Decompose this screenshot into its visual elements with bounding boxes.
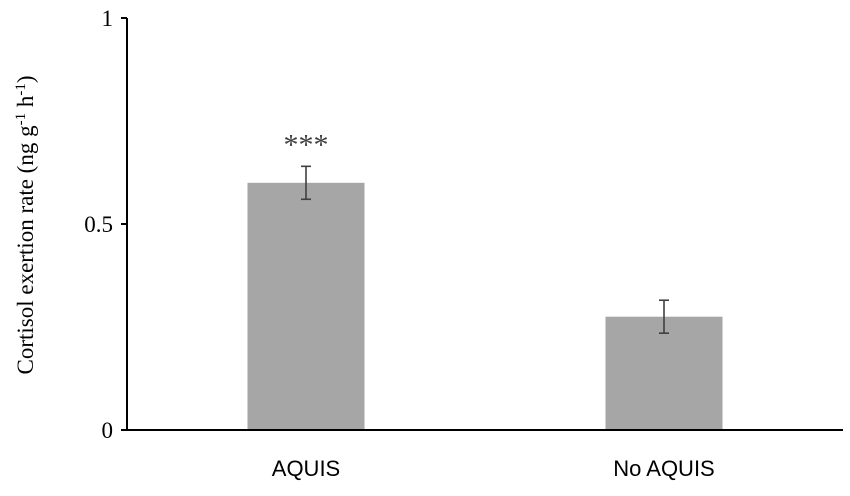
bar-aquis	[247, 182, 365, 430]
y-axis-label-mid: h	[13, 95, 38, 113]
y-axis-label: Cortisol exertion rate (ng g-1 h-1)	[13, 75, 38, 374]
y-tick-label: 1	[102, 6, 114, 31]
y-axis-label-end: )	[13, 75, 38, 83]
x-tick-label: AQUIS	[272, 456, 340, 481]
y-axis-label-base: Cortisol exertion rate (ng g	[13, 125, 38, 375]
y-axis-label-sup2: -1	[13, 83, 29, 96]
x-tick-label: No AQUIS	[613, 456, 714, 481]
significance-annotation: ***	[284, 128, 329, 161]
y-axis-label-sup1: -1	[13, 113, 29, 126]
y-tick-label: 0	[102, 418, 114, 443]
plot-area: *** AQUIS No AQUIS 0 0.5 1	[84, 6, 843, 481]
bar-no-aquis	[605, 316, 723, 430]
y-tick-label: 0.5	[84, 212, 113, 237]
